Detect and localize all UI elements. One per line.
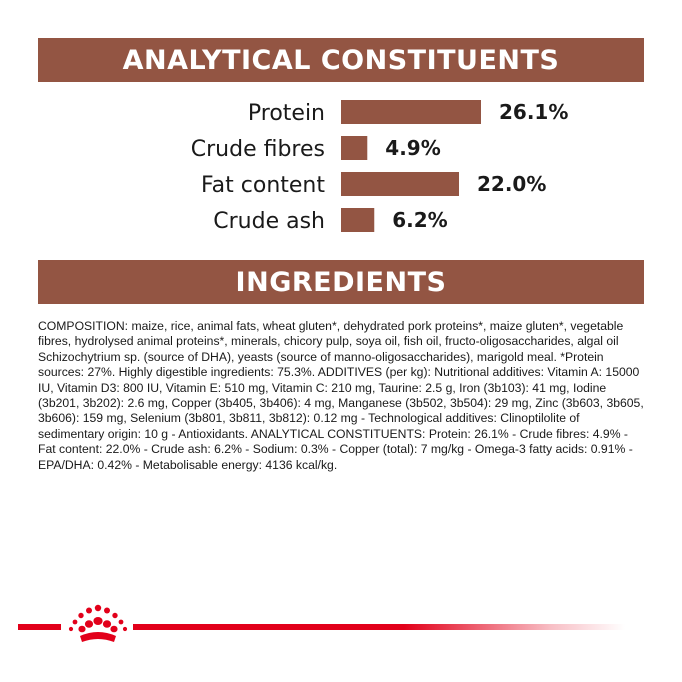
bar	[341, 100, 481, 124]
bar	[341, 172, 460, 196]
category-label: Protein	[248, 101, 325, 126]
category-label: Crude ash	[213, 209, 325, 234]
analytical-constituents-banner: ANALYTICAL CONSTITUENTS	[38, 38, 644, 82]
bar	[341, 136, 368, 160]
analytical-constituents-chart: Protein 26.1% Crude fibres 4.9% Fat content 2…	[191, 100, 568, 234]
category-label: Fat content	[201, 173, 325, 198]
bar	[341, 208, 375, 232]
footer-red-line-left	[18, 624, 61, 630]
value-label: 6.2%	[392, 208, 447, 232]
value-label: 4.9%	[385, 136, 440, 160]
ingredients-composition-text: COMPOSITION: maize, rice, animal fats, w…	[38, 319, 644, 472]
royal-canin-crown-icon	[68, 604, 128, 642]
category-label: Crude fibres	[191, 137, 325, 162]
footer-red-line-right	[133, 624, 625, 630]
value-label: 26.1%	[499, 100, 568, 124]
analytical-constituents-heading: ANALYTICAL CONSTITUENTS	[122, 44, 560, 76]
value-label: 22.0%	[477, 172, 546, 196]
ingredients-banner: INGREDIENTS	[38, 260, 644, 304]
ingredients-heading: INGREDIENTS	[235, 266, 447, 298]
